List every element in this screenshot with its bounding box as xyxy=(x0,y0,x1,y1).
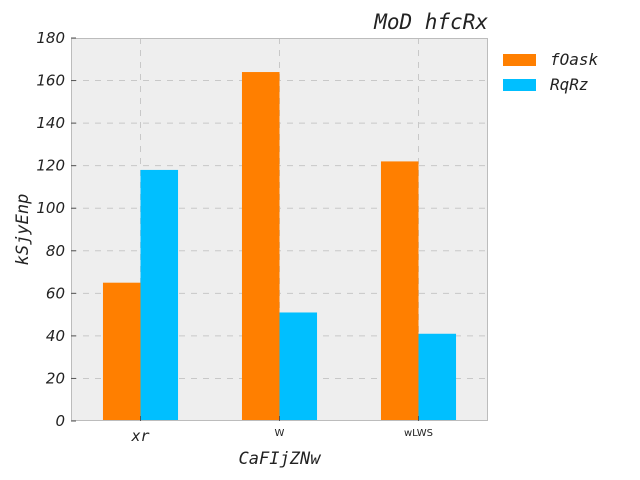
bar-RqRz-W xyxy=(279,312,318,421)
y-tick-label: 80 xyxy=(46,242,65,260)
x-tick-label: wLWS xyxy=(404,428,433,439)
legend-label-fOask: fOask xyxy=(550,50,599,69)
x-tick-label: W xyxy=(275,428,285,439)
y-axis-ticks: 0 20 40 60 80 100 120 140 160 180 xyxy=(36,29,76,430)
bars xyxy=(102,72,457,422)
x-tick-label: xr xyxy=(130,427,149,445)
legend: fOask RqRz xyxy=(503,50,599,94)
y-tick-label: 60 xyxy=(46,284,65,302)
legend-label-RqRz: RqRz xyxy=(550,75,589,94)
y-tick-label: 100 xyxy=(36,199,65,217)
bar-RqRz-wLWS xyxy=(418,333,457,421)
legend-swatch-RqRz xyxy=(503,79,536,91)
y-tick-label: 120 xyxy=(36,157,65,175)
y-axis-label: kSjyEnp xyxy=(13,194,33,266)
bar-fOask-xr xyxy=(102,282,141,421)
y-tick-label: 20 xyxy=(46,369,65,387)
y-tick-label: 40 xyxy=(46,327,65,345)
y-tick-label: 160 xyxy=(36,72,65,90)
bar-fOask-wLWS xyxy=(380,161,419,421)
y-tick-label: 0 xyxy=(55,412,65,430)
y-tick-label: 140 xyxy=(36,114,65,132)
x-axis-label: CaFIjZNw xyxy=(239,449,322,469)
y-tick-label: 180 xyxy=(36,29,65,47)
bar-fOask-W xyxy=(241,72,280,422)
chart-title: MoD hfcRx xyxy=(373,10,488,34)
bar-RqRz-xr xyxy=(140,169,179,421)
legend-swatch-fOask xyxy=(503,54,536,66)
